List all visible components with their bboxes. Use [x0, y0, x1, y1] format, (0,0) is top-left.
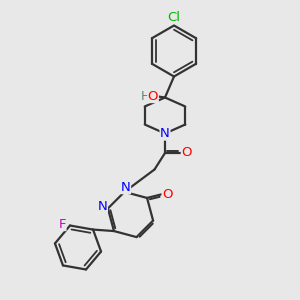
Text: H: H: [141, 89, 151, 103]
Text: O: O: [148, 89, 158, 103]
Text: N: N: [98, 200, 107, 213]
Text: N: N: [160, 127, 170, 140]
Text: Cl: Cl: [167, 11, 181, 24]
Text: O: O: [162, 188, 173, 201]
Text: N: N: [121, 181, 130, 194]
Text: F: F: [58, 218, 66, 230]
Text: O: O: [181, 146, 192, 160]
